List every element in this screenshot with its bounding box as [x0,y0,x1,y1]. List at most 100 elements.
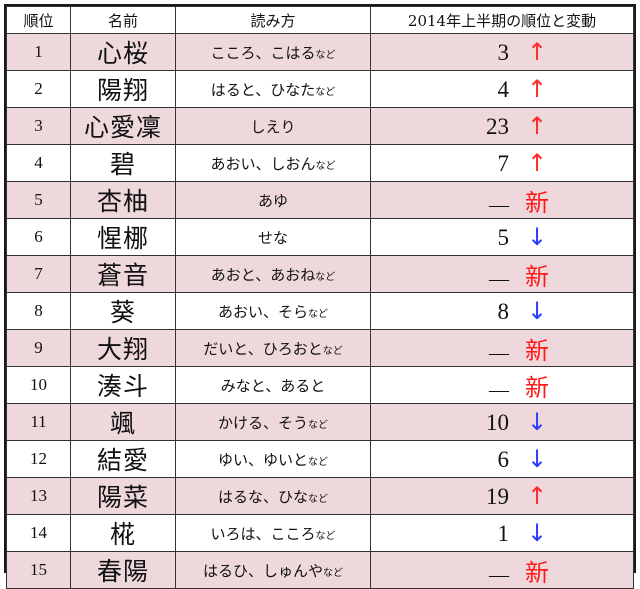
reading-cell: いろは、こころなど [175,514,371,552]
table-row: 8 葵あおい、そらなど 8 ↓ [6,292,634,330]
reading-cell: だいと、ひろおとなど [175,329,371,367]
rank-cell: 12 [6,440,71,478]
reading-suffix: など [323,567,343,579]
ranking-table: 順位 名前 読み方 2014年上半期の順位と変動 1 心桜 こころ、こはるなど 3 ↑ 2… [6,6,634,589]
name-cell: 惺梛 [70,218,176,256]
table-row: 1 心桜 こころ、こはるなど 3 ↑ [6,33,634,71]
previous-cell: — 新 [370,551,634,589]
reading-cell: ゆい、ゆいとなど [175,440,371,478]
table-row: 6 惺梛 せな 5 ↓ [6,218,634,256]
table-row: 10 湊斗 みなと、あると — 新 [6,366,634,404]
name-cell: 陽菜 [70,477,176,515]
name-cell: 葵 [70,292,176,330]
reading-suffix: など [308,456,328,468]
previous-rank: — [489,378,509,401]
name-cell: 陽翔 [70,70,176,108]
previous-cell: 5 ↓ [370,218,634,256]
name-cell: 颯 [70,403,176,441]
table-row: 7 蒼音 あおと、あおねなど — 新 [6,255,634,293]
rank-cell: 3 [6,107,71,145]
arrow-down-icon: ↓ [526,519,548,547]
arrow-up-icon: ↑ [526,112,548,140]
reading-cell: あおい、そらなど [175,292,371,330]
rank-cell: 4 [6,144,71,182]
table-row: 3 心愛凜 しえり 23 ↑ [6,107,634,145]
previous-cell: 4 ↑ [370,70,634,108]
rank-cell: 2 [6,70,71,108]
reading-cell: あおと、あおねなど [175,255,371,293]
arrow-up-icon: ↑ [526,75,548,103]
reading-text: みなと、あると [220,376,326,395]
header-name: 名前 [70,6,176,34]
reading-cell: しえり [175,107,371,145]
arrow-down-icon: ↓ [526,297,548,325]
reading-suffix: など [322,345,343,357]
name-cell: 春陽 [70,551,176,589]
previous-cell: 1 ↓ [370,514,634,552]
rank-cell: 1 [6,33,71,71]
rank-cell: 7 [6,255,71,293]
arrow-down-icon: ↓ [526,445,548,473]
new-entry-label: 新 [525,188,549,217]
arrow-down-icon: ↓ [526,408,548,436]
reading-text: はるな、ひな [217,487,308,506]
arrow-up-icon: ↑ [526,38,548,66]
previous-cell: 3 ↑ [370,33,634,71]
header-rank: 順位 [6,6,71,34]
table-row: 5 杏柚 あゆ — 新 [6,181,634,219]
table-header-row: 順位 名前 読み方 2014年上半期の順位と変動 [6,6,634,34]
reading-suffix: など [315,49,336,61]
reading-suffix: など [308,419,328,431]
table-row: 12 結愛 ゆい、ゆいとなど 6 ↓ [6,440,634,478]
rank-cell: 11 [6,403,71,441]
previous-cell: 7 ↑ [370,144,634,182]
rank-cell: 13 [6,477,71,515]
rank-cell: 9 [6,329,71,367]
previous-rank: 10 [486,410,509,435]
arrow-down-icon: ↓ [526,223,548,251]
rank-cell: 5 [6,181,71,219]
table-row: 15 春陽 はるひ、しゅんやなど — 新 [6,551,634,589]
new-entry-label: 新 [525,373,549,402]
reading-cell: はるひ、しゅんやなど [175,551,371,589]
previous-cell: 23 ↑ [370,107,634,145]
previous-rank: 6 [497,447,510,472]
arrow-up-icon: ↑ [526,482,548,510]
previous-cell: 10 ↓ [370,403,634,441]
name-cell: 椛 [70,514,176,552]
reading-text: あゆ [257,191,288,210]
reading-text: あおい、しおん [210,154,316,173]
previous-rank: 5 [497,225,510,250]
reading-text: こころ、こはる [210,43,316,62]
name-cell: 大翔 [70,329,176,367]
reading-cell: かける、そうなど [175,403,371,441]
rank-cell: 6 [6,218,71,256]
new-entry-label: 新 [525,336,549,365]
previous-rank: 19 [486,484,509,509]
reading-text: あおと、あおね [210,265,316,284]
table-row: 9 大翔 だいと、ひろおとなど — 新 [6,329,634,367]
arrow-up-icon: ↑ [526,149,548,177]
reading-text: はると、ひなた [210,80,316,99]
previous-rank: — [489,193,509,216]
reading-text: ゆい、ゆいと [217,450,308,469]
previous-rank: — [489,563,509,586]
name-cell: 心愛凜 [70,107,176,145]
previous-rank: 8 [497,299,510,324]
reading-cell: はると、ひなたなど [175,70,371,108]
previous-rank: 7 [497,151,510,176]
rank-cell: 10 [6,366,71,404]
reading-text: しえり [250,117,296,136]
previous-cell: 19 ↑ [370,477,634,515]
new-entry-label: 新 [525,262,549,291]
reading-cell: はるな、ひななど [175,477,371,515]
rank-cell: 14 [6,514,71,552]
table-row: 11 颯かける、そうなど 10 ↓ [6,403,634,441]
previous-rank: 4 [497,77,510,102]
reading-text: せな [257,228,288,247]
previous-rank: 23 [486,114,509,139]
reading-text: だいと、ひろおと [203,339,323,358]
name-cell: 心桜 [70,33,176,71]
previous-cell: — 新 [370,366,634,404]
rank-cell: 8 [6,292,71,330]
